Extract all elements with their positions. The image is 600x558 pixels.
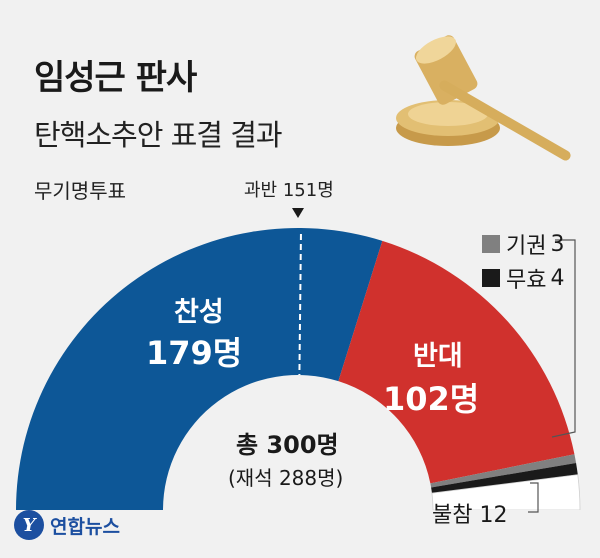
yes-value: 179명	[146, 334, 243, 372]
absent-label: 불참 12	[432, 503, 508, 528]
legend-leader-line	[551, 239, 576, 438]
legend-value: 3	[550, 231, 565, 257]
yes-label: 찬성	[174, 297, 224, 328]
majority-marker-icon	[292, 208, 304, 218]
absent-leader-line	[528, 482, 539, 513]
total-seats: 총 300명	[236, 431, 339, 459]
present-count: (재석 288명)	[228, 466, 344, 490]
majority-threshold-line	[298, 234, 302, 376]
yonhap-logo: Y 연합뉴스	[14, 510, 120, 540]
legend-label: 무효	[506, 268, 547, 293]
majority-label: 과반 151명	[244, 180, 334, 201]
invalid-segment	[431, 462, 578, 494]
chart-baseline-mask	[0, 510, 600, 558]
legend-item-invalid: 무효 4	[482, 262, 564, 294]
logo-text: 연합뉴스	[50, 515, 120, 538]
voting-method: 무기명투표	[34, 179, 126, 203]
legend-value: 4	[550, 265, 565, 291]
yes-segment	[16, 227, 383, 510]
gavel-icon	[396, 35, 571, 161]
no-label: 반대	[413, 341, 463, 372]
no-segment	[338, 240, 575, 484]
no-value: 102명	[383, 380, 480, 418]
legend-item-abstain: 기권 3	[482, 228, 564, 260]
page-title: 임성근 판사	[34, 58, 197, 98]
abstain-segment	[430, 454, 577, 488]
page-subtitle: 탄핵소추안 표결 결과	[34, 118, 283, 152]
legend-swatch	[482, 235, 500, 253]
logo-mark: Y	[14, 510, 44, 540]
legend-label: 기권	[506, 234, 547, 259]
legend-swatch	[482, 269, 500, 287]
